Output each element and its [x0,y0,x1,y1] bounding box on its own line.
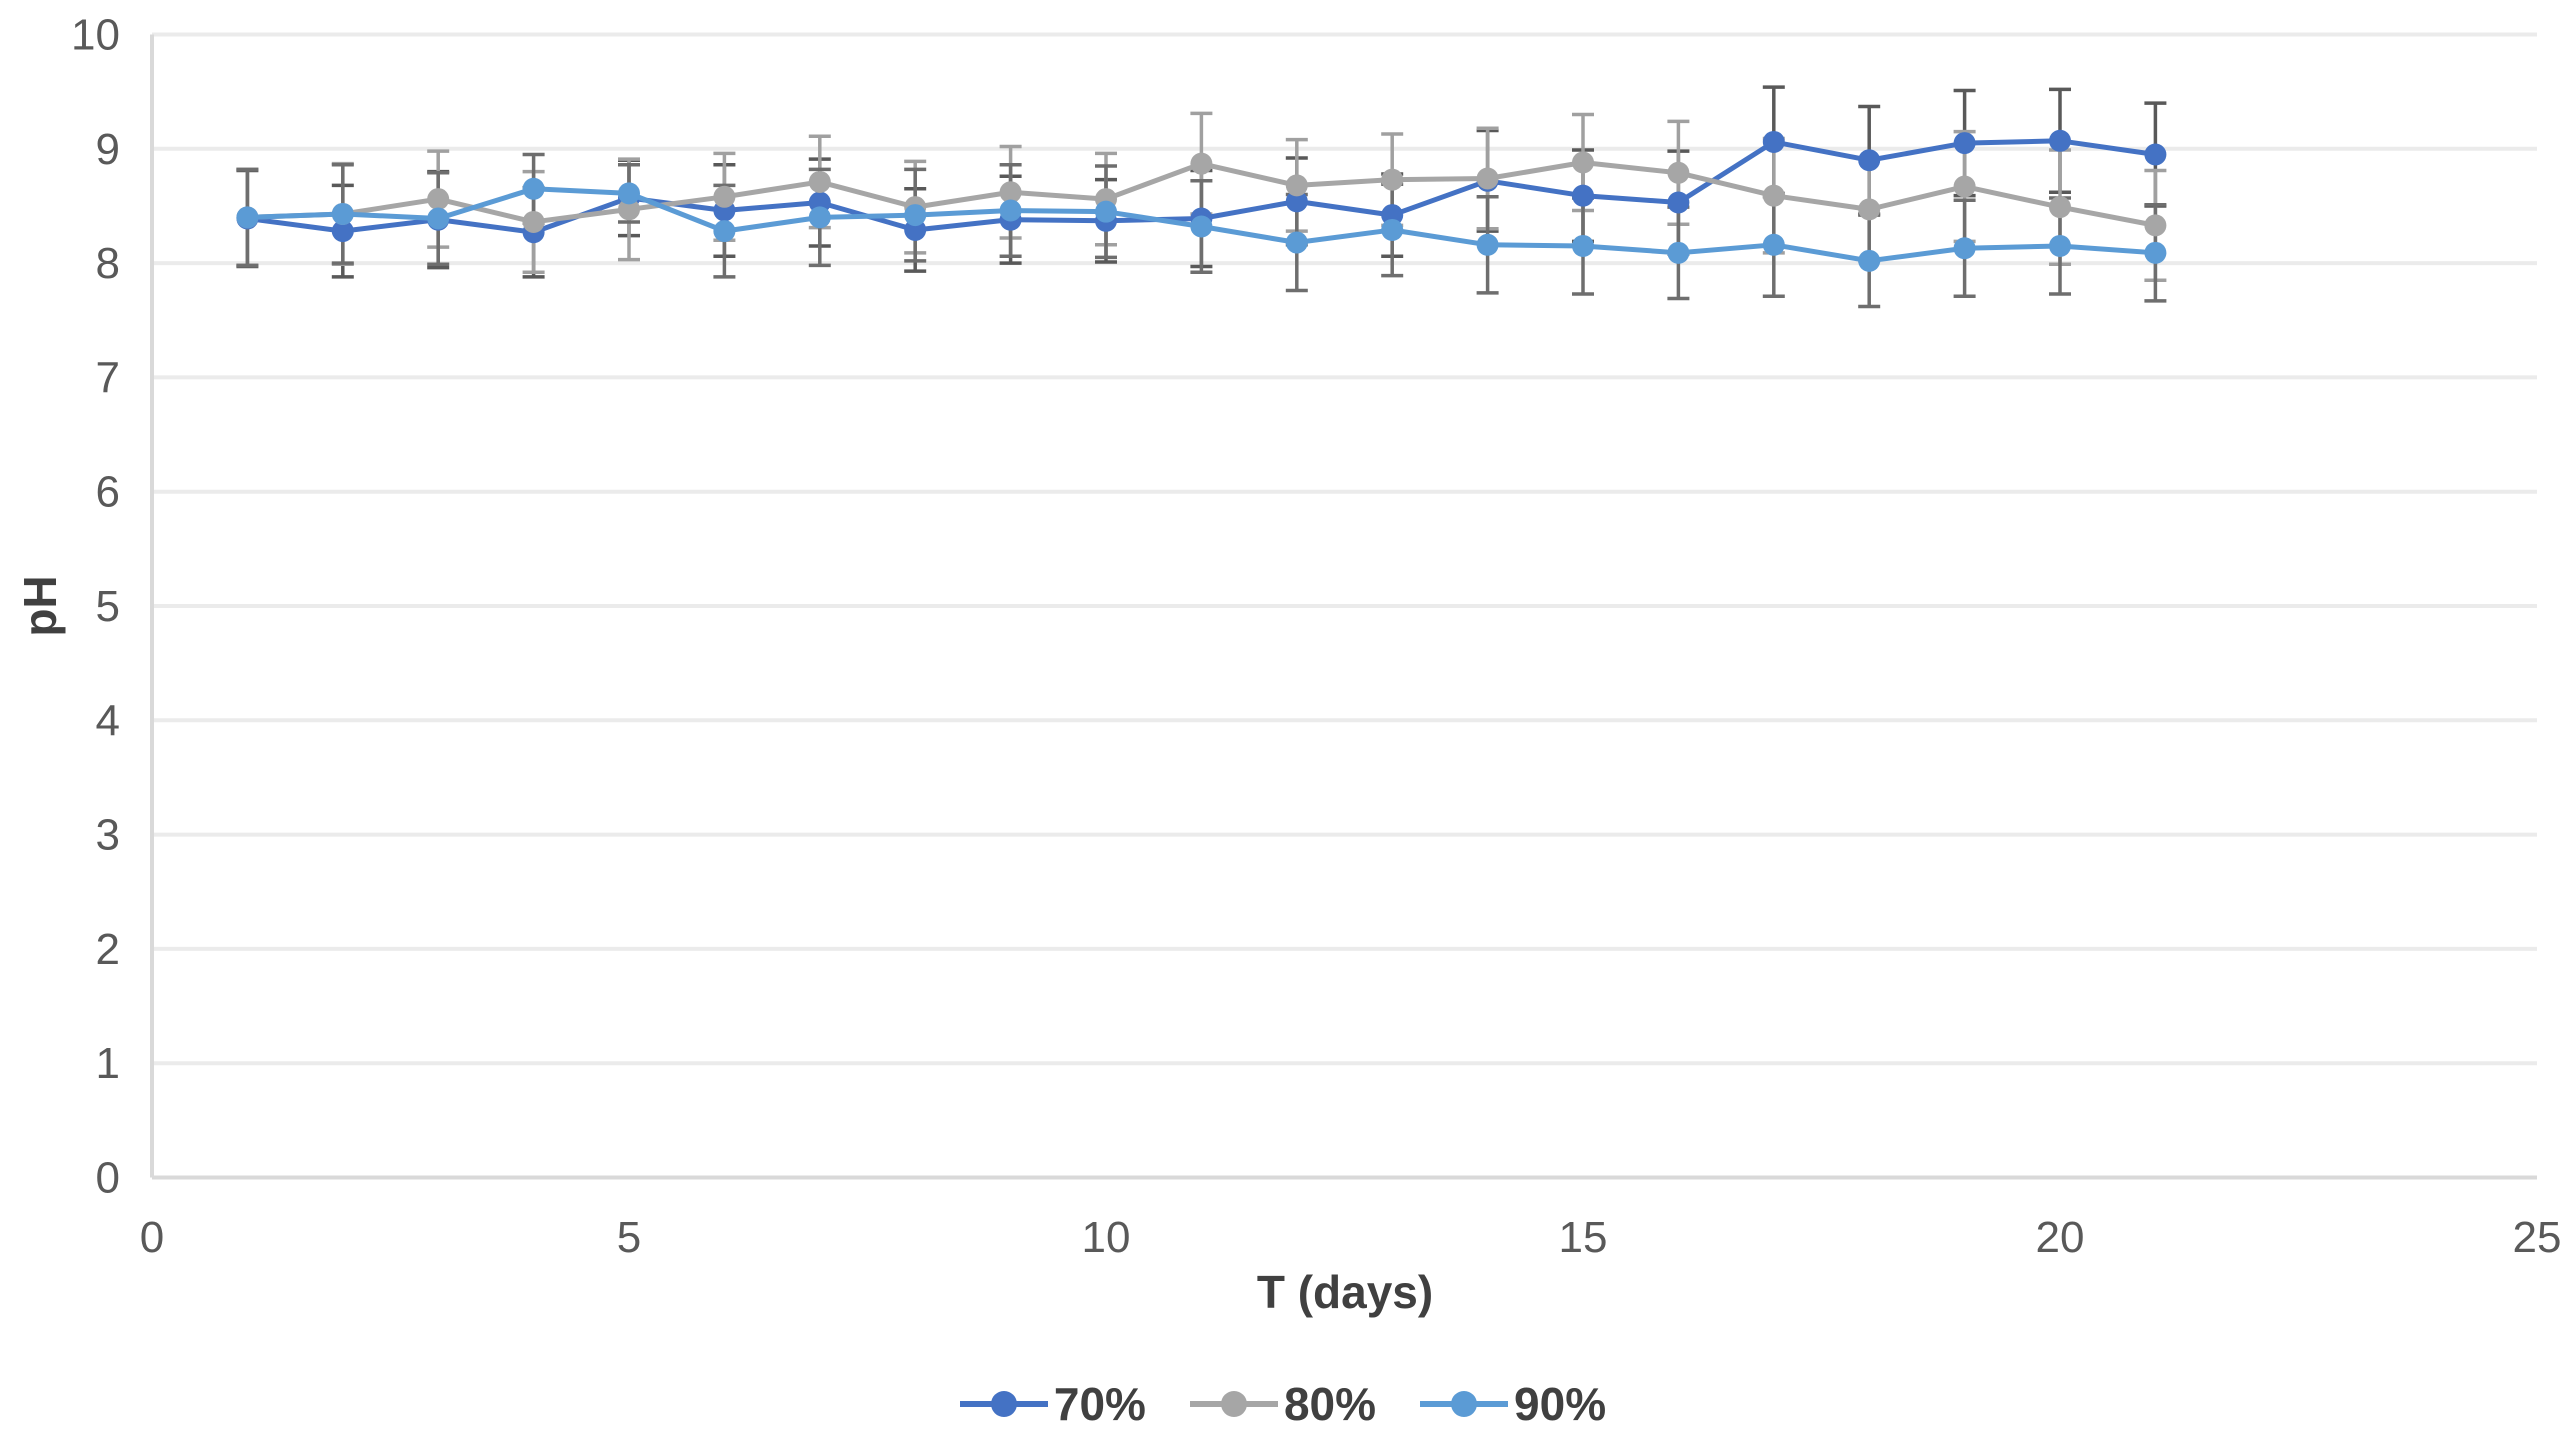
data-point-marker [2049,234,2071,257]
data-point-marker [331,220,354,243]
x-tick-label: 10 [1082,1213,1131,1262]
data-point-marker [1285,190,1308,213]
data-point-marker [1572,234,1594,257]
data-point-marker [1381,218,1404,241]
data-point-marker [999,199,1022,222]
data-point-marker [1953,132,1976,155]
y-tick-label: 4 [96,696,120,745]
legend-marker-icon [959,1391,1048,1417]
data-point-marker [904,204,927,227]
data-point-marker [2144,241,2167,264]
data-point-marker [1476,233,1499,256]
data-point-marker [618,198,640,221]
data-point-marker [331,202,354,225]
y-tick-label: 3 [96,811,120,860]
data-point-marker [1858,149,1881,172]
y-tick-label: 10 [71,11,120,60]
data-point-marker [2144,143,2167,166]
data-point-marker [427,188,450,211]
data-point-marker [713,220,736,243]
x-tick-label: 20 [2036,1213,2085,1262]
axes [150,34,2537,1180]
data-point-marker [1572,151,1594,174]
data-point-marker [2049,196,2071,219]
data-point-marker [1858,249,1881,272]
data-point-marker [618,182,640,205]
data-point-marker [713,185,736,208]
data-point-marker [1667,161,1690,184]
data-point-marker [522,210,545,233]
legend-label: 80% [1283,1378,1377,1430]
data-point-marker [1476,167,1499,190]
x-tick-label: 25 [2513,1213,2562,1262]
legend: 70% 80% 90% [0,1372,2564,1436]
data-point-marker [1953,175,1976,198]
data-point-marker [1762,233,1785,256]
y-tick-label: 5 [96,582,120,631]
data-point-marker [1285,174,1308,197]
legend-label: 90% [1514,1378,1607,1430]
data-point-marker [1190,215,1213,238]
data-point-marker [1667,191,1690,214]
x-tick-label: 0 [140,1213,164,1262]
y-tick-label: 0 [96,1154,120,1203]
data-point-marker [2144,214,2167,237]
data-point-marker [999,181,1022,204]
x-tick-label: 5 [617,1213,641,1262]
data-point-marker [1190,152,1213,175]
data-point-marker [808,206,831,229]
x-tick-labels: 0 5 10 15 20 25 [140,1213,2562,1262]
legend-item-70%: 70% [958,1377,1146,1431]
data-point-marker [1762,184,1785,207]
data-point-marker [1762,130,1785,153]
y-tick-label: 1 [96,1039,120,1088]
data-point-marker [236,206,259,229]
data-point-marker [2049,129,2071,152]
legend-item-80%: 80% [1188,1377,1376,1431]
y-tick-label: 8 [96,239,120,288]
y-tick-label: 7 [96,353,120,402]
data-point-marker [427,207,450,230]
data-point-marker [1381,168,1404,191]
data-point-marker [1095,200,1117,223]
legend-label: 70% [1053,1378,1146,1430]
y-tick-label: 2 [96,925,120,974]
legend-marker-icon [1420,1391,1509,1417]
y-tick-label: 9 [96,125,120,174]
gridlines [152,32,2537,1066]
y-tick-labels: 0 1 2 3 4 5 6 7 8 9 10 [71,11,120,1203]
legend-item-90%: 90% [1418,1377,1606,1431]
y-axis-title: pH [14,575,66,637]
data-point-marker [1858,198,1881,221]
y-tick-label: 6 [96,468,120,517]
data-point-marker [1572,184,1594,207]
legend-marker-icon [1189,1391,1278,1417]
data-point-marker [1667,241,1690,264]
data-point-marker [1285,231,1308,254]
x-tick-label: 15 [1559,1213,1608,1262]
data-point-marker [522,177,545,200]
series-90% [236,177,2167,272]
data-point-marker [808,170,831,193]
x-axis-title: T (days) [1256,1266,1434,1318]
data-point-marker [1953,237,1976,260]
